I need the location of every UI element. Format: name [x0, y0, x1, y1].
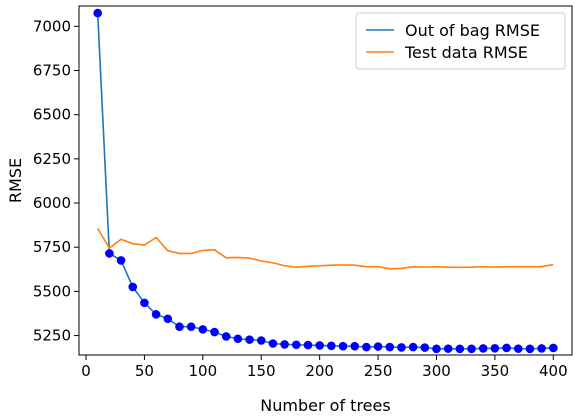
x-tick-label: 0	[81, 362, 91, 380]
plot-frame	[78, 5, 573, 356]
data-point	[525, 344, 535, 354]
data-point	[210, 327, 219, 337]
x-tick-label: 200	[305, 362, 334, 380]
y-tick-label: 6500	[33, 106, 71, 124]
data-point	[513, 344, 523, 353]
data-point	[432, 344, 441, 354]
data-point	[221, 332, 231, 341]
data-point	[502, 343, 511, 353]
data-point	[303, 340, 313, 350]
data-point	[327, 341, 336, 351]
legend-label-1: Out of bag RMSE	[405, 21, 540, 40]
x-tick-label: 50	[135, 362, 154, 380]
data-point	[280, 340, 289, 349]
data-point	[362, 342, 371, 352]
data-point	[105, 249, 114, 258]
x-tick-label: 350	[481, 362, 510, 380]
y-axis-label: RMSE	[6, 158, 25, 203]
plot-area	[78, 5, 573, 356]
data-point	[549, 343, 558, 353]
data-point	[256, 336, 266, 345]
data-point	[128, 282, 138, 292]
x-tick-label: 100	[189, 362, 218, 380]
y-tick-label: 6250	[33, 150, 71, 168]
x-tick-label: 150	[247, 362, 276, 380]
data-point	[373, 342, 383, 351]
data-point	[116, 256, 126, 265]
data-point	[467, 344, 476, 354]
series-line-1	[96, 13, 554, 350]
x-tick-label: 300	[422, 362, 451, 380]
x-tick-label: 250	[364, 362, 393, 380]
series-line-2	[97, 228, 554, 270]
data-point	[163, 314, 173, 324]
data-point	[315, 341, 324, 350]
legend: Out of bag RMSE Test data RMSE	[355, 12, 566, 70]
data-point	[151, 310, 161, 319]
x-axis-label: Number of trees	[260, 396, 390, 415]
y-tick-label: 7000	[33, 17, 71, 35]
x-axis-ticks: 0 50 100 150 200 250 300 350 400	[81, 355, 568, 380]
data-point	[537, 344, 546, 353]
data-point	[490, 343, 500, 353]
data-point	[245, 335, 254, 344]
y-tick-label: 6750	[33, 61, 71, 79]
y-axis-ticks: 5250 5500 5750 6000 6250 6500 6750 7000	[33, 17, 79, 345]
data-point	[268, 339, 278, 348]
data-point	[385, 342, 395, 352]
data-point	[443, 344, 453, 353]
data-point	[350, 341, 360, 351]
data-point	[420, 343, 430, 352]
y-tick-label: 5500	[33, 282, 71, 300]
data-point	[291, 340, 301, 350]
data-point	[455, 344, 465, 354]
data-point	[93, 8, 102, 18]
data-point	[198, 325, 208, 334]
data-point	[338, 341, 348, 351]
data-point	[186, 322, 196, 332]
x-tick-label: 400	[539, 362, 568, 380]
data-point	[175, 322, 184, 332]
legend-label-2: Test data RMSE	[404, 43, 528, 62]
y-tick-label: 5750	[33, 238, 71, 256]
data-point	[408, 342, 418, 352]
y-tick-label: 6000	[33, 194, 71, 212]
data-point	[478, 344, 488, 353]
data-point	[140, 298, 149, 308]
series-layer	[93, 8, 558, 354]
data-point	[397, 343, 406, 352]
data-point	[233, 334, 243, 344]
y-tick-label: 5250	[33, 327, 71, 345]
legend-box	[355, 12, 566, 70]
